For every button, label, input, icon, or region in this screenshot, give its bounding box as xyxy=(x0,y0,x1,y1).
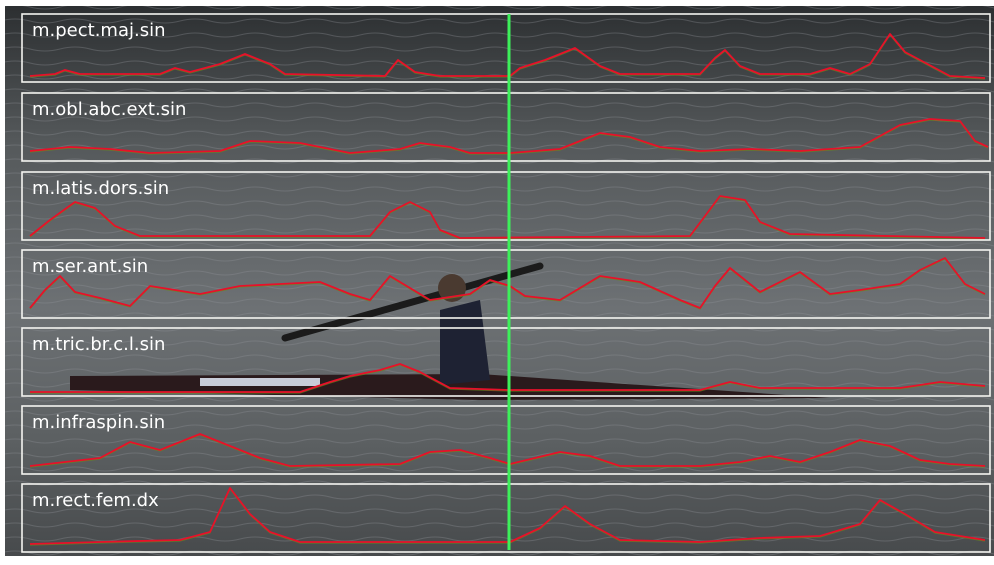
panel-frame xyxy=(21,327,991,397)
emg-panel: m.tric.br.c.l.sin xyxy=(21,327,991,397)
emg-trace-shadow xyxy=(30,364,986,394)
emg-panel: m.ser.ant.sin xyxy=(21,249,991,319)
emg-trace xyxy=(29,257,986,309)
emg-panel: m.rect.fem.dx xyxy=(21,483,991,553)
panel-frame xyxy=(21,92,991,162)
panel-frame xyxy=(21,405,991,475)
panel-frame xyxy=(21,13,991,83)
panel-frame xyxy=(21,249,991,319)
panel-label: m.tric.br.c.l.sin xyxy=(32,334,165,355)
emg-trace xyxy=(29,195,986,239)
emg-trace xyxy=(29,487,986,545)
emg-trace xyxy=(29,433,986,467)
panel-label: m.infraspin.sin xyxy=(32,412,165,433)
panel-label: m.obl.abc.ext.sin xyxy=(32,99,186,120)
emg-panels: m.pect.maj.sin m.obl.abc.ext.sin m.latis.d… xyxy=(21,13,991,553)
panel-label: m.rect.fem.dx xyxy=(32,490,159,511)
panel-frame xyxy=(21,171,991,241)
emg-panel: m.infraspin.sin xyxy=(21,405,991,475)
kayak-decal xyxy=(200,378,320,386)
paddler-body xyxy=(440,300,490,385)
panel-frame xyxy=(21,483,991,553)
panel-label: m.ser.ant.sin xyxy=(32,256,148,277)
paddle xyxy=(281,262,544,342)
emg-trace-shadow xyxy=(29,434,986,468)
panel-label: m.pect.maj.sin xyxy=(32,20,166,41)
panel-label: m.latis.dors.sin xyxy=(32,178,169,199)
emg-trace xyxy=(29,33,986,79)
emg-trace xyxy=(30,363,986,393)
emg-panel: m.latis.dors.sin xyxy=(21,171,991,241)
emg-panel: m.pect.maj.sin xyxy=(21,13,991,83)
